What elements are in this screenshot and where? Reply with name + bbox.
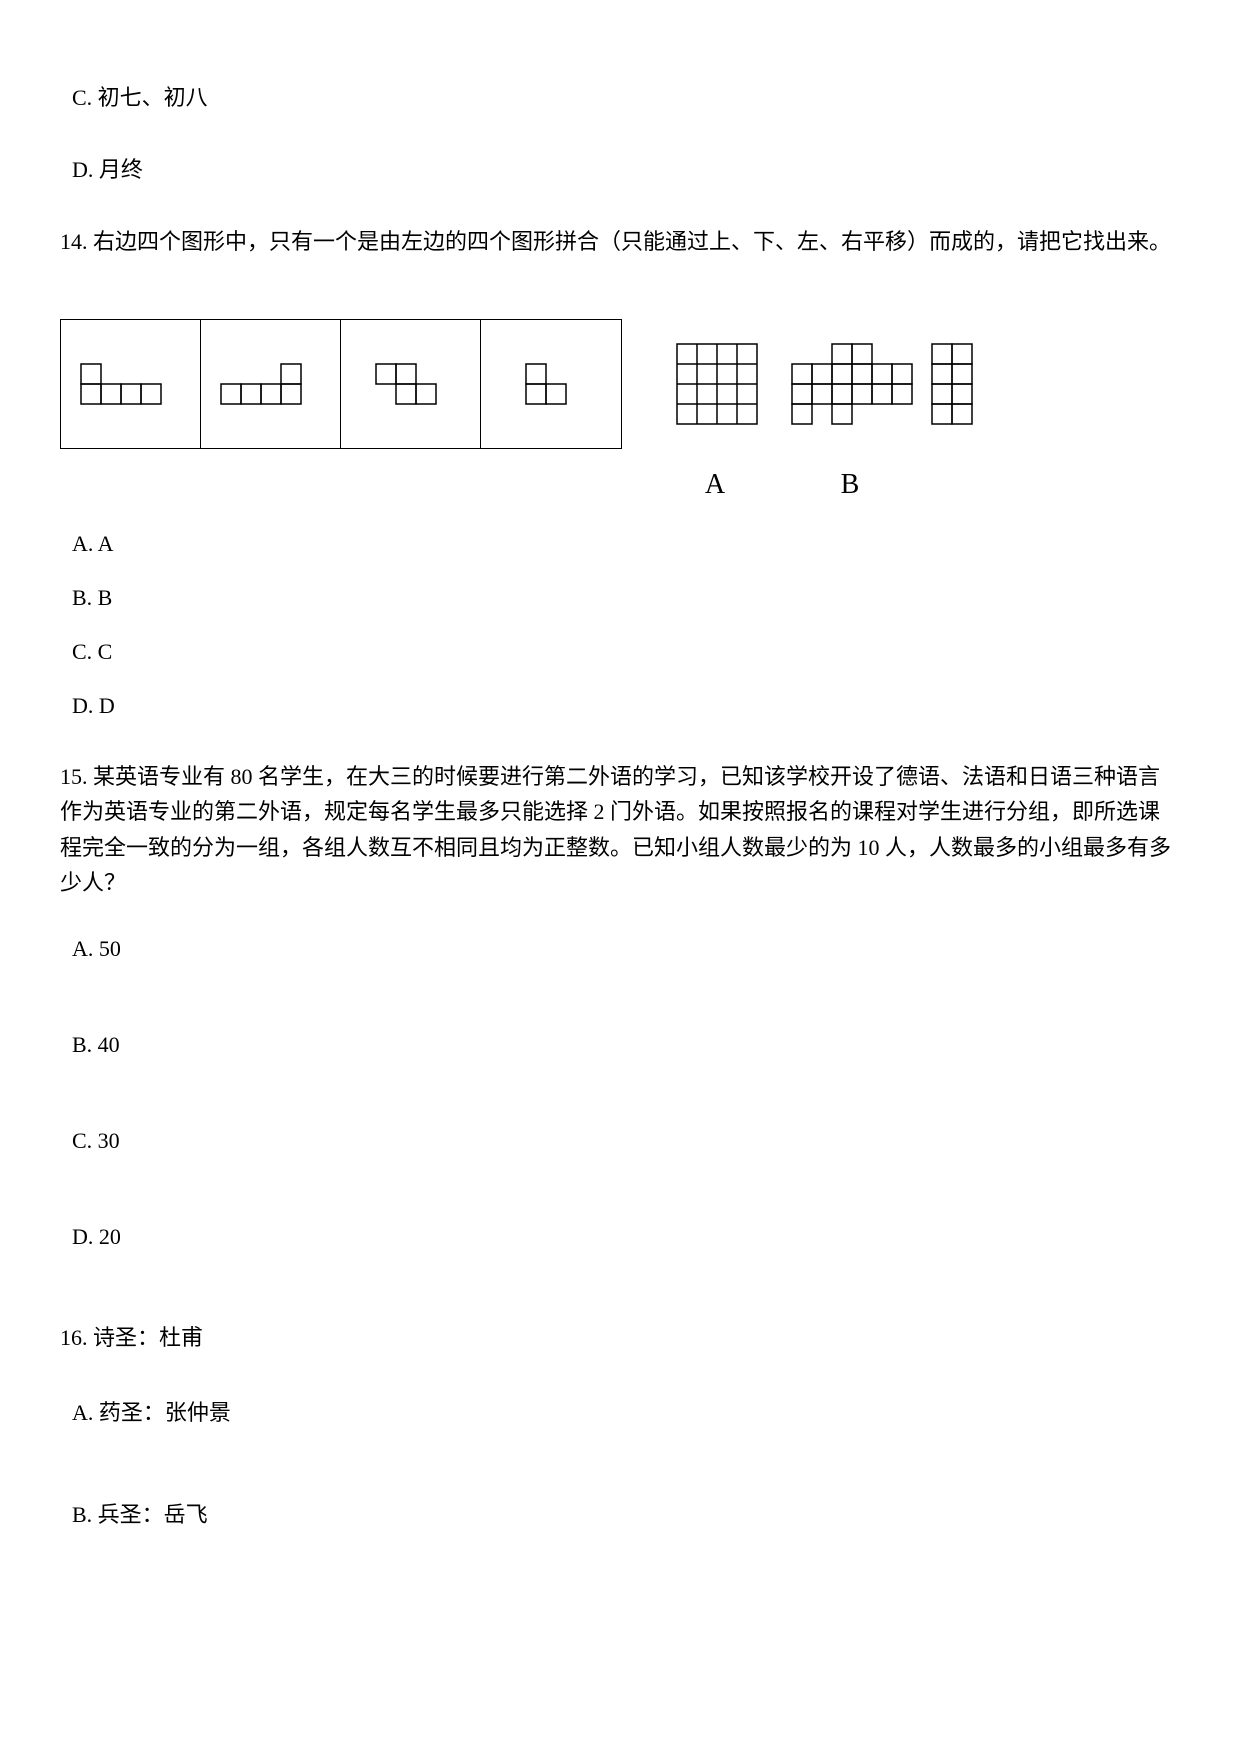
q14-answer-a-fig xyxy=(652,319,782,449)
q15-option-a[interactable]: A. 50 xyxy=(72,936,1180,962)
q16-option-b[interactable]: B. 兵圣：岳飞 xyxy=(72,1497,1180,1529)
q16-option-a[interactable]: A. 药圣：张仲景 xyxy=(72,1395,1180,1427)
q14-piece-3 xyxy=(341,320,481,448)
q15-option-b[interactable]: B. 40 xyxy=(72,1032,1180,1058)
q15-stem: 15. 某英语专业有 80 名学生，在大三的时候要进行第二外语的学习，已知该学校… xyxy=(60,759,1180,900)
q14-piece-4 xyxy=(481,320,621,448)
q14-figure-row xyxy=(60,319,1180,449)
q14-answer-c-fig-partial xyxy=(922,319,992,449)
q13-option-d[interactable]: D. 月终 xyxy=(72,152,1180,184)
q14-option-d[interactable]: D. D xyxy=(72,693,1180,719)
q14-left-pieces xyxy=(60,319,622,449)
q14-stem: 14. 右边四个图形中，只有一个是由左边的四个图形拼合（只能通过上、下、左、右平… xyxy=(60,224,1180,259)
q14-piece-1 xyxy=(61,320,201,448)
q14-answer-choices xyxy=(652,319,992,449)
q15-option-c[interactable]: C. 30 xyxy=(72,1128,1180,1154)
q16-stem: 16. 诗圣：杜甫 xyxy=(60,1320,1180,1355)
q14-option-c[interactable]: C. C xyxy=(72,639,1180,665)
q13-option-c[interactable]: C. 初七、初八 xyxy=(72,80,1180,112)
q14-piece-2 xyxy=(201,320,341,448)
q14-label-b: B xyxy=(780,469,920,501)
q14-option-a[interactable]: A. A xyxy=(72,531,1180,557)
q14-option-b[interactable]: B. B xyxy=(72,585,1180,611)
q14-label-a: A xyxy=(650,469,780,501)
q14-answer-b-fig xyxy=(782,319,922,449)
q14-answer-labels: A B xyxy=(650,469,1180,501)
q15-option-d[interactable]: D. 20 xyxy=(72,1224,1180,1250)
